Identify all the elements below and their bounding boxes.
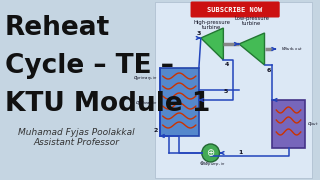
Circle shape xyxy=(202,144,220,162)
Polygon shape xyxy=(239,33,265,65)
Text: $q_{out}$: $q_{out}$ xyxy=(307,120,319,128)
Text: Cycle – TE –: Cycle – TE – xyxy=(5,53,174,79)
Text: 1: 1 xyxy=(238,150,242,154)
Text: 3: 3 xyxy=(196,31,201,36)
Text: $w_{turb,out}$: $w_{turb,out}$ xyxy=(281,45,303,53)
Text: $\otimes w_{pump,in}$: $\otimes w_{pump,in}$ xyxy=(199,160,226,170)
Text: High-pressure: High-pressure xyxy=(193,20,230,25)
Polygon shape xyxy=(201,28,223,60)
Text: Muhamad Fyjas Poolakkal: Muhamad Fyjas Poolakkal xyxy=(18,128,135,137)
FancyBboxPatch shape xyxy=(272,100,305,148)
Text: $q_{primary,in}$: $q_{primary,in}$ xyxy=(133,74,158,84)
Text: 6: 6 xyxy=(267,68,271,73)
Text: Low-pressure: Low-pressure xyxy=(234,16,269,21)
Text: $q_{reheat,in}$: $q_{reheat,in}$ xyxy=(135,99,158,107)
Text: turbine: turbine xyxy=(202,25,221,30)
Text: $\oplus$: $\oplus$ xyxy=(206,147,215,159)
Text: SUBSCRIBE NOW: SUBSCRIBE NOW xyxy=(207,6,263,12)
FancyBboxPatch shape xyxy=(190,1,280,17)
Text: Reheat: Reheat xyxy=(5,15,110,41)
FancyBboxPatch shape xyxy=(155,2,312,178)
Text: 5: 5 xyxy=(223,89,228,93)
Text: KTU Module 1: KTU Module 1 xyxy=(5,91,210,117)
FancyBboxPatch shape xyxy=(160,68,199,136)
Text: 4: 4 xyxy=(224,62,229,67)
Text: 2: 2 xyxy=(153,128,158,133)
Text: turbine: turbine xyxy=(242,21,261,26)
Text: Assistant Professor: Assistant Professor xyxy=(33,138,119,147)
